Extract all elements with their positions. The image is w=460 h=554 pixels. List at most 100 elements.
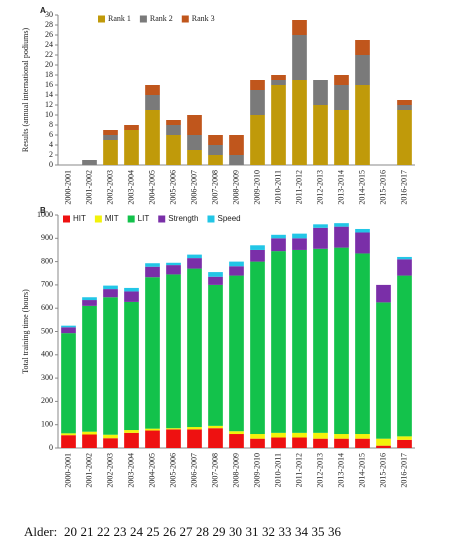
y-tick-label: 0 (49, 443, 53, 452)
bar-segment (334, 226, 349, 248)
age-label: 26 (162, 524, 176, 539)
legend-label: LIT (138, 214, 150, 223)
age-label: 34 (294, 524, 308, 539)
bar-segment (334, 438, 349, 448)
bar-segment (187, 254, 202, 259)
bar-segment (208, 276, 223, 285)
x-tick-label: 2002-2003 (105, 170, 114, 205)
bar-segment (187, 115, 202, 135)
bar-segment (313, 80, 328, 105)
x-tick-label: 2005-2006 (168, 170, 177, 205)
bar-segment (292, 238, 307, 250)
bar-segment (313, 248, 328, 433)
y-tick-label: 900 (41, 233, 53, 242)
bar-segment (166, 135, 181, 165)
bar-segment (187, 258, 202, 269)
panel-label: A (40, 6, 46, 15)
legend-label: Speed (217, 214, 240, 223)
x-tick-label: 2012-2013 (315, 170, 324, 205)
y-tick-label: 4 (49, 140, 53, 149)
bar-segment (271, 432, 286, 438)
bar-segment (166, 262, 181, 266)
bar-segment (250, 249, 265, 262)
bar-segment (376, 284, 391, 303)
bar-segment (187, 135, 202, 150)
bar-segment (103, 434, 118, 439)
legend-swatch (207, 215, 215, 223)
bar-segment (397, 439, 412, 448)
bar-segment (355, 55, 370, 85)
age-label: 35 (311, 524, 325, 539)
bar-segment (166, 428, 181, 430)
bar-segment (355, 40, 370, 55)
age-label: 27 (179, 524, 193, 539)
x-tick-label: 2000-2001 (63, 170, 72, 205)
bar-segment (124, 430, 139, 433)
bar-segment (145, 430, 160, 448)
age-label: 25 (146, 524, 160, 539)
bar-segment (355, 85, 370, 165)
bar-segment (397, 110, 412, 165)
bar-segment (334, 434, 349, 439)
x-tick-label: 2016-2017 (399, 453, 408, 488)
age-caption: Alder: 20 21 22 23 24 25 26 27 28 29 30 31 32 33 34 35 3… (24, 524, 344, 540)
bar-segment (334, 247, 349, 435)
y-tick-label: 16 (45, 80, 53, 89)
x-tick-label: 2003-2004 (126, 453, 135, 488)
x-tick-label: 2009-2010 (252, 453, 261, 488)
legend-label: HIT (73, 214, 86, 223)
bar-segment (313, 227, 328, 249)
y-tick-label: 22 (45, 50, 53, 59)
caption-label: Alder: (24, 524, 58, 539)
x-tick-label: 2012-2013 (315, 453, 324, 488)
legend-label: Rank 3 (192, 14, 215, 23)
bar-segment (313, 105, 328, 165)
y-tick-label: 14 (45, 90, 53, 99)
bar-segment (208, 425, 223, 429)
bar-segment (82, 434, 97, 448)
age-label: 31 (245, 524, 259, 539)
bar-segment (166, 120, 181, 125)
bar-segment (271, 80, 286, 85)
bar-segment (292, 249, 307, 433)
x-tick-label: 2011-2012 (294, 170, 303, 204)
bar-segment (103, 140, 118, 165)
age-label: 36 (327, 524, 341, 539)
age-label: 30 (228, 524, 242, 539)
bar-segment (187, 150, 202, 165)
x-tick-label: 2001-2002 (84, 170, 93, 205)
bar-segment (397, 100, 412, 105)
legend-swatch (181, 15, 189, 23)
y-axis-title: Results (annual international podiums) (21, 28, 30, 153)
bar-segment (145, 428, 160, 431)
x-tick-label: 2015-2016 (378, 453, 387, 488)
x-tick-label: 2011-2012 (294, 453, 303, 487)
bar-segment (166, 125, 181, 135)
age-label: 23 (113, 524, 127, 539)
bar-segment (229, 155, 244, 165)
y-tick-label: 400 (41, 350, 53, 359)
y-tick-label: 500 (41, 326, 53, 335)
bar-segment (103, 285, 118, 290)
bar-segment (292, 35, 307, 80)
age-label: 32 (261, 524, 275, 539)
x-tick-label: 2016-2017 (399, 170, 408, 205)
x-tick-label: 2009-2010 (252, 170, 261, 205)
x-tick-label: 2007-2008 (210, 170, 219, 205)
y-tick-label: 20 (45, 60, 53, 69)
bar-segment (229, 261, 244, 267)
age-label: 33 (278, 524, 292, 539)
bar-segment (292, 20, 307, 35)
bar-segment (271, 75, 286, 80)
bar-segment (82, 431, 97, 435)
x-tick-label: 2006-2007 (189, 170, 198, 205)
x-tick-label: 2013-2014 (336, 170, 345, 205)
age-label: 20 (63, 524, 77, 539)
x-tick-label: 2004-2005 (147, 170, 156, 205)
y-tick-label: 30 (45, 10, 53, 19)
bar-segment (271, 234, 286, 239)
bar-segment (250, 261, 265, 435)
x-tick-label: 2014-2015 (357, 453, 366, 488)
bar-segment (355, 253, 370, 435)
bar-segment (250, 115, 265, 165)
